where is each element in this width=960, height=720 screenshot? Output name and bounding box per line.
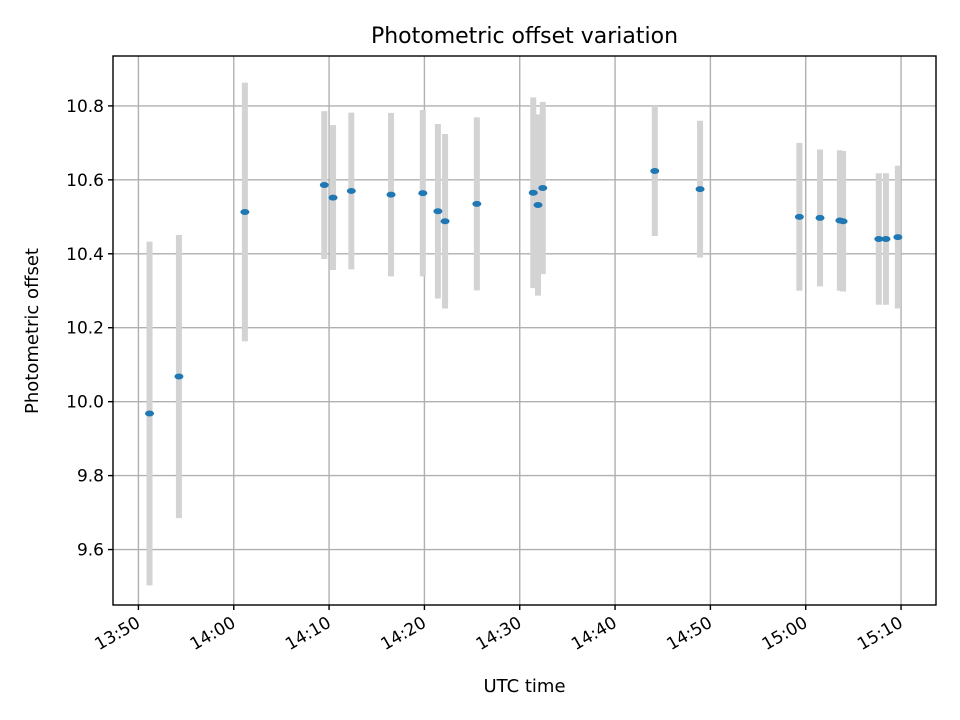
- data-point: [240, 209, 250, 216]
- data-point: [881, 236, 891, 242]
- data-point: [472, 200, 482, 207]
- data-point: [145, 410, 155, 417]
- data-point: [328, 194, 338, 201]
- data-point: [433, 208, 443, 215]
- data-point: [418, 190, 428, 197]
- x-axis-label: UTC time: [483, 676, 565, 697]
- data-point: [893, 234, 903, 241]
- y-tick-label: 10.6: [66, 171, 104, 191]
- data-point: [346, 187, 356, 194]
- data-points: [145, 167, 903, 417]
- plot-area-frame: [112, 55, 937, 606]
- y-axis-label: Photometric offset: [22, 248, 43, 414]
- data-point: [794, 213, 804, 220]
- data-point: [815, 214, 825, 221]
- y-tick-label: 10.0: [66, 393, 104, 413]
- y-axis-ticks: 9.6 9.8 10.0 10.2 10.4 10.6 10.8: [66, 97, 113, 561]
- data-point: [838, 218, 848, 225]
- data-point: [695, 186, 705, 193]
- data-point: [533, 201, 543, 208]
- chart-title: Photometric offset variation: [371, 24, 678, 49]
- y-tick-label: 10.2: [66, 319, 104, 339]
- data-point: [386, 191, 396, 198]
- data-point: [174, 373, 184, 380]
- data-point: [440, 218, 450, 225]
- data-point: [874, 236, 884, 242]
- y-tick-label: 9.8: [77, 467, 104, 487]
- y-tick-label: 9.6: [77, 541, 104, 561]
- y-tick-label: 10.4: [66, 245, 104, 265]
- y-tick-label: 10.8: [66, 97, 104, 117]
- data-point: [528, 189, 538, 196]
- data-point: [650, 167, 660, 174]
- data-point: [538, 184, 548, 191]
- data-point: [319, 182, 329, 189]
